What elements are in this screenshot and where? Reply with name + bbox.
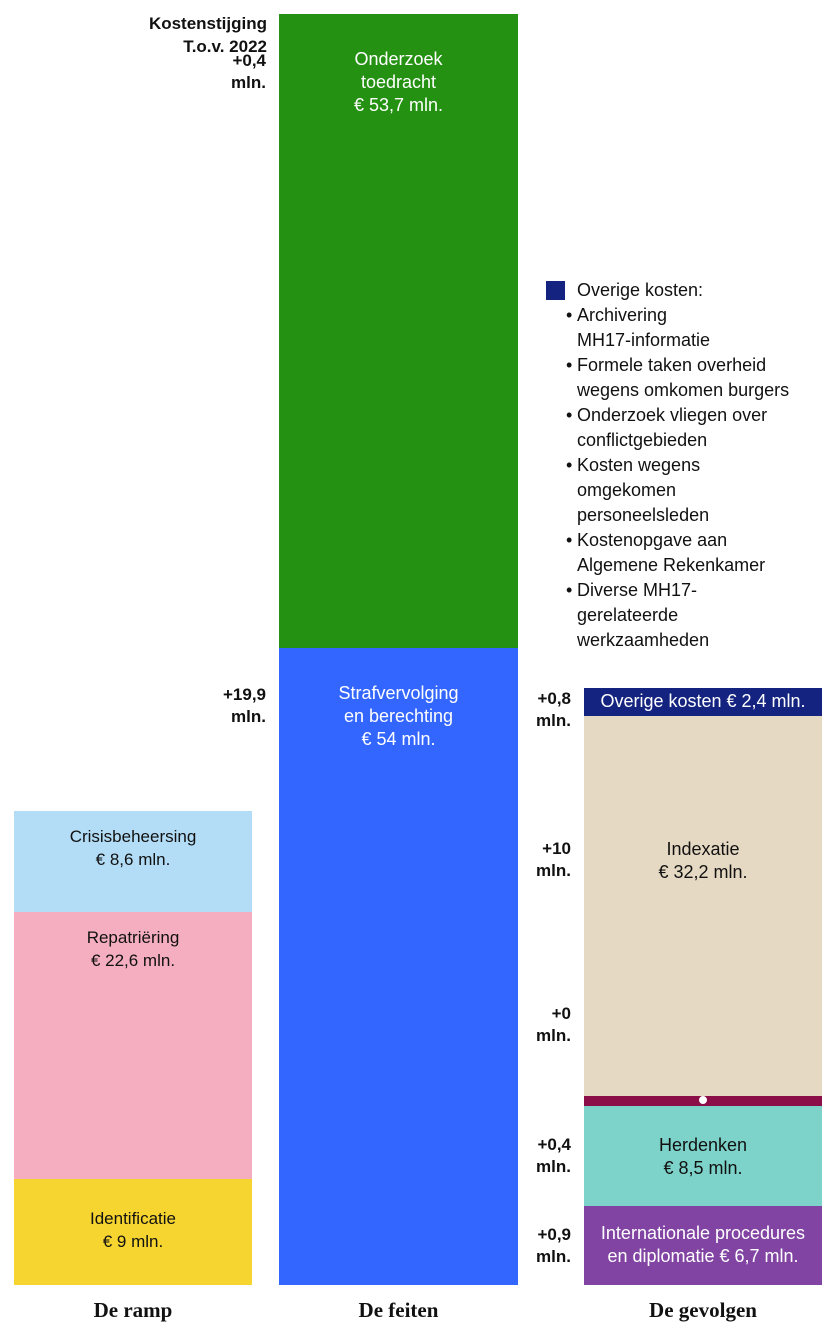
legend-item-line: Kostenopgave aan [577, 530, 728, 550]
bar-segment-herdenken: Herdenken € 8,5 mln. [584, 1105, 822, 1206]
segment-label-line: Identificatie [90, 1208, 176, 1228]
legend-item-line: wegens omkomen burgers [577, 380, 790, 400]
legend-item-line: Archivering [577, 305, 668, 325]
legend-list: • Archivering MH17-informatie • Formele take… [546, 303, 830, 653]
segment-label-line: Overige kosten € 2,4 mln. [600, 690, 806, 711]
bullet-icon: • [566, 530, 573, 550]
increase-label-line: mln. [536, 710, 571, 730]
legend-item-line: Onderzoek vliegen over [577, 405, 768, 425]
segment-label-line: Repatriëring [86, 928, 180, 948]
bullet-icon: • [566, 455, 573, 475]
increase-label-line: mln. [536, 861, 571, 881]
legend-item: • Kosten wegens omgekomen personeelsleden [546, 453, 830, 528]
segment-label-strafvervolging: Strafvervolging en berechting € 54 mln. [279, 682, 518, 751]
increase-label-line: +19,9 [222, 684, 266, 704]
bar-segment-strafvervolging: Strafvervolging en berechting € 54 mln. [279, 647, 518, 1285]
segment-label-crisis: Crisisbeheersing € 8,6 mln. [14, 825, 252, 871]
legend-item: • Diverse MH17- gerelateerde werkzaamheden [546, 578, 830, 653]
legend-item-line: werkzaamheden [577, 630, 710, 650]
bar-segment-overige: Overige kosten € 2,4 mln. [584, 687, 822, 717]
legend-item-line: Kosten wegens [577, 455, 701, 475]
increase-label-onderzoek: +0,4 mln. [231, 50, 266, 94]
increase-label-line: +0,4 [537, 1134, 571, 1154]
header-line-1: Kostenstijging [148, 14, 267, 33]
segment-label-line: € 22,6 mln. [90, 951, 176, 971]
segment-label-line: Crisisbeheersing [69, 826, 197, 846]
increase-label-indexatie: +10 mln. [536, 838, 571, 882]
chart-header: Kostenstijging T.o.v. 2022 [100, 12, 267, 58]
increase-label-line: +0,9 [537, 1224, 571, 1244]
bar-segment-identificatie: Identificatie € 9 mln. [14, 1178, 252, 1285]
segment-label-onderzoek: Onderzoek toedracht € 53,7 mln. [279, 48, 518, 117]
legend-item-line: gerelateerde [577, 605, 679, 625]
column-title-1: De feiten [358, 1298, 439, 1322]
legend-item-line: Algemene Rekenkamer [577, 555, 766, 575]
segment-label-line: € 9 mln. [102, 1231, 164, 1251]
segment-label-line: Internationale procedures [600, 1222, 806, 1243]
bullet-icon: • [566, 355, 573, 375]
legend-item: • Archivering MH17-informatie [546, 303, 830, 353]
increase-label-line: mln. [536, 1026, 571, 1046]
legend-item: • Kostenopgave aan Algemene Rekenkamer [546, 528, 830, 578]
segment-label-line: € 54 mln. [361, 728, 436, 749]
segment-label-overige: Overige kosten € 2,4 mln. [584, 690, 822, 713]
bar-segment-crisis: Crisisbeheersing € 8,6 mln. [14, 810, 252, 913]
legend-item-line: personeelsleden [577, 505, 710, 525]
segment-label-line: Strafvervolging [338, 682, 459, 703]
legend-item-line: Diverse MH17- [577, 580, 698, 600]
segment-label-line: Onderzoek [354, 49, 443, 69]
segment-label-line: € 8,6 mln. [95, 849, 171, 869]
increase-label-line: mln. [536, 1246, 571, 1266]
segment-label-identificatie: Identificatie € 9 mln. [14, 1207, 252, 1253]
segment-label-line: € 32,2 mln. [658, 862, 748, 883]
increase-label-line: mln. [536, 1156, 571, 1176]
legend-item-line: Formele taken overheid [577, 355, 767, 375]
segment-label-line: Indexatie [666, 839, 740, 860]
header-line-2: T.o.v. 2022 [183, 37, 267, 56]
segment-label-line: en berechting [343, 705, 454, 726]
legend-item-line: conflictgebieden [577, 430, 708, 450]
legend-item: • Onderzoek vliegen over conflictgebieden [546, 403, 830, 453]
legend-swatch-overige [546, 281, 565, 300]
bar-segment-repatriering: Repatriëring € 22,6 mln. [14, 912, 252, 1179]
bar-segment-indexatie: Indexatie € 32,2 mln. [584, 716, 822, 1097]
segment-label-herdenken: Herdenken € 8,5 mln. [584, 1134, 822, 1180]
increase-label-line: +0,8 [537, 688, 571, 708]
segment-label-repatriering: Repatriëring € 22,6 mln. [14, 926, 252, 972]
increase-label-line: mln. [231, 706, 266, 726]
segment-label-line: toedracht [360, 72, 437, 92]
segment-label-line: € 8,5 mln. [663, 1157, 743, 1178]
column-title-2: De gevolgen [649, 1298, 757, 1322]
segment-label-line: Herdenken [658, 1134, 748, 1155]
increase-label-herdenken: +0,4 mln. [536, 1134, 571, 1178]
increase-label-line: +0 [551, 1004, 571, 1024]
bullet-icon: • [566, 405, 573, 425]
increase-label-internationaal: +0,9 mln. [536, 1224, 571, 1268]
bullet-icon: • [566, 580, 573, 600]
segment-label-internationaal: Internationale procedures en diplomatie €… [584, 1222, 822, 1268]
increase-label-line: +10 [542, 839, 571, 859]
bullet-icon: • [566, 305, 573, 325]
legend-item-line: MH17-informatie [577, 330, 711, 350]
increase-label-line: +0,4 [232, 51, 266, 70]
bar-segment-internationaal: Internationale procedures en diplomatie €… [584, 1205, 822, 1285]
segment-label-indexatie: Indexatie € 32,2 mln. [584, 838, 822, 884]
legend-item-line: omgekomen [577, 480, 677, 500]
segment-label-line: € 53,7 mln. [353, 95, 444, 115]
segment-label-line: en diplomatie € 6,7 mln. [607, 1245, 799, 1266]
increase-label-strafvervolging: +19,9 mln. [223, 684, 266, 728]
increase-label-zorg: +0 mln. [536, 1003, 571, 1047]
increase-label-line: mln. [231, 73, 266, 92]
legend-item: • Formele taken overheid wegens omkomen bu… [546, 353, 830, 403]
legend-title: Overige kosten: [577, 280, 704, 300]
column-title-0: De ramp [93, 1298, 173, 1322]
legend: Overige kosten: • Archivering MH17-informa… [546, 278, 830, 653]
bar-segment-onderzoek: Onderzoek toedracht € 53,7 mln. [279, 14, 518, 648]
increase-label-overige: +0,8 mln. [536, 688, 571, 732]
